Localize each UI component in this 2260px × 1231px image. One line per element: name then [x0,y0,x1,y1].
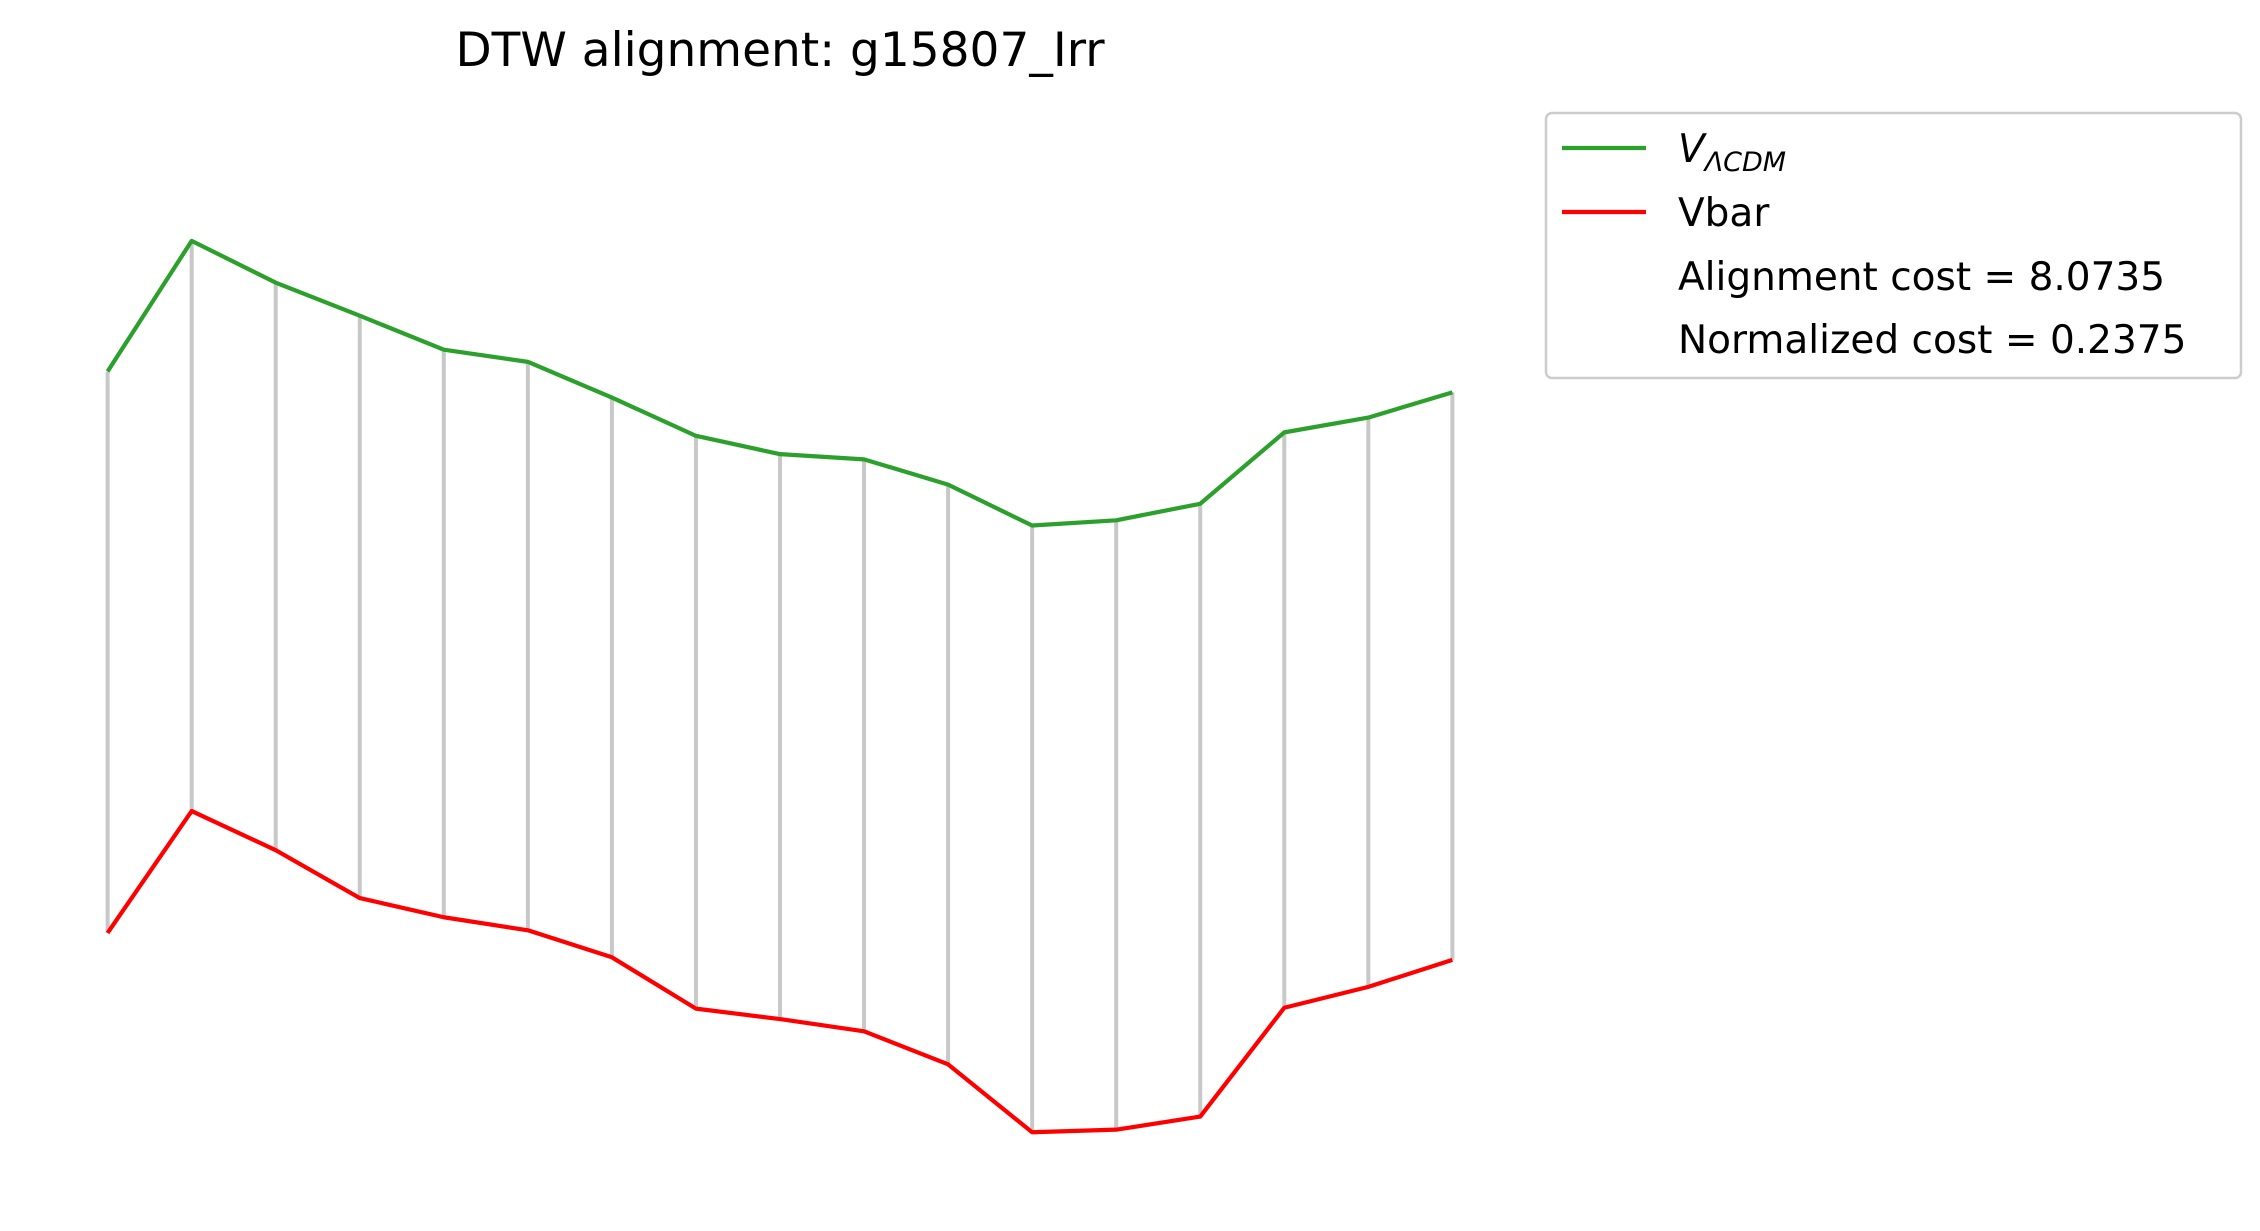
alignment-lines [105,240,1455,1133]
legend-normalized-cost: Normalized cost = 0.2375 [1678,318,2186,363]
series-line-vbar [105,808,1454,1135]
series-layer [105,238,1454,1135]
legend-frame [1544,111,2243,380]
series-line-vlcdm [105,238,1453,528]
legend: VΛCDM Vbar Alignment cost = 8.0735 Norma… [1544,111,2243,380]
chart-title: DTW alignment: g15807_Irr [455,23,1105,78]
legend-label-vbar: Vbar [1678,191,1770,236]
legend-label-vlcdm: VΛCDM [1678,127,1786,178]
legend-alignment-cost: Alignment cost = 8.0735 [1678,255,2165,300]
